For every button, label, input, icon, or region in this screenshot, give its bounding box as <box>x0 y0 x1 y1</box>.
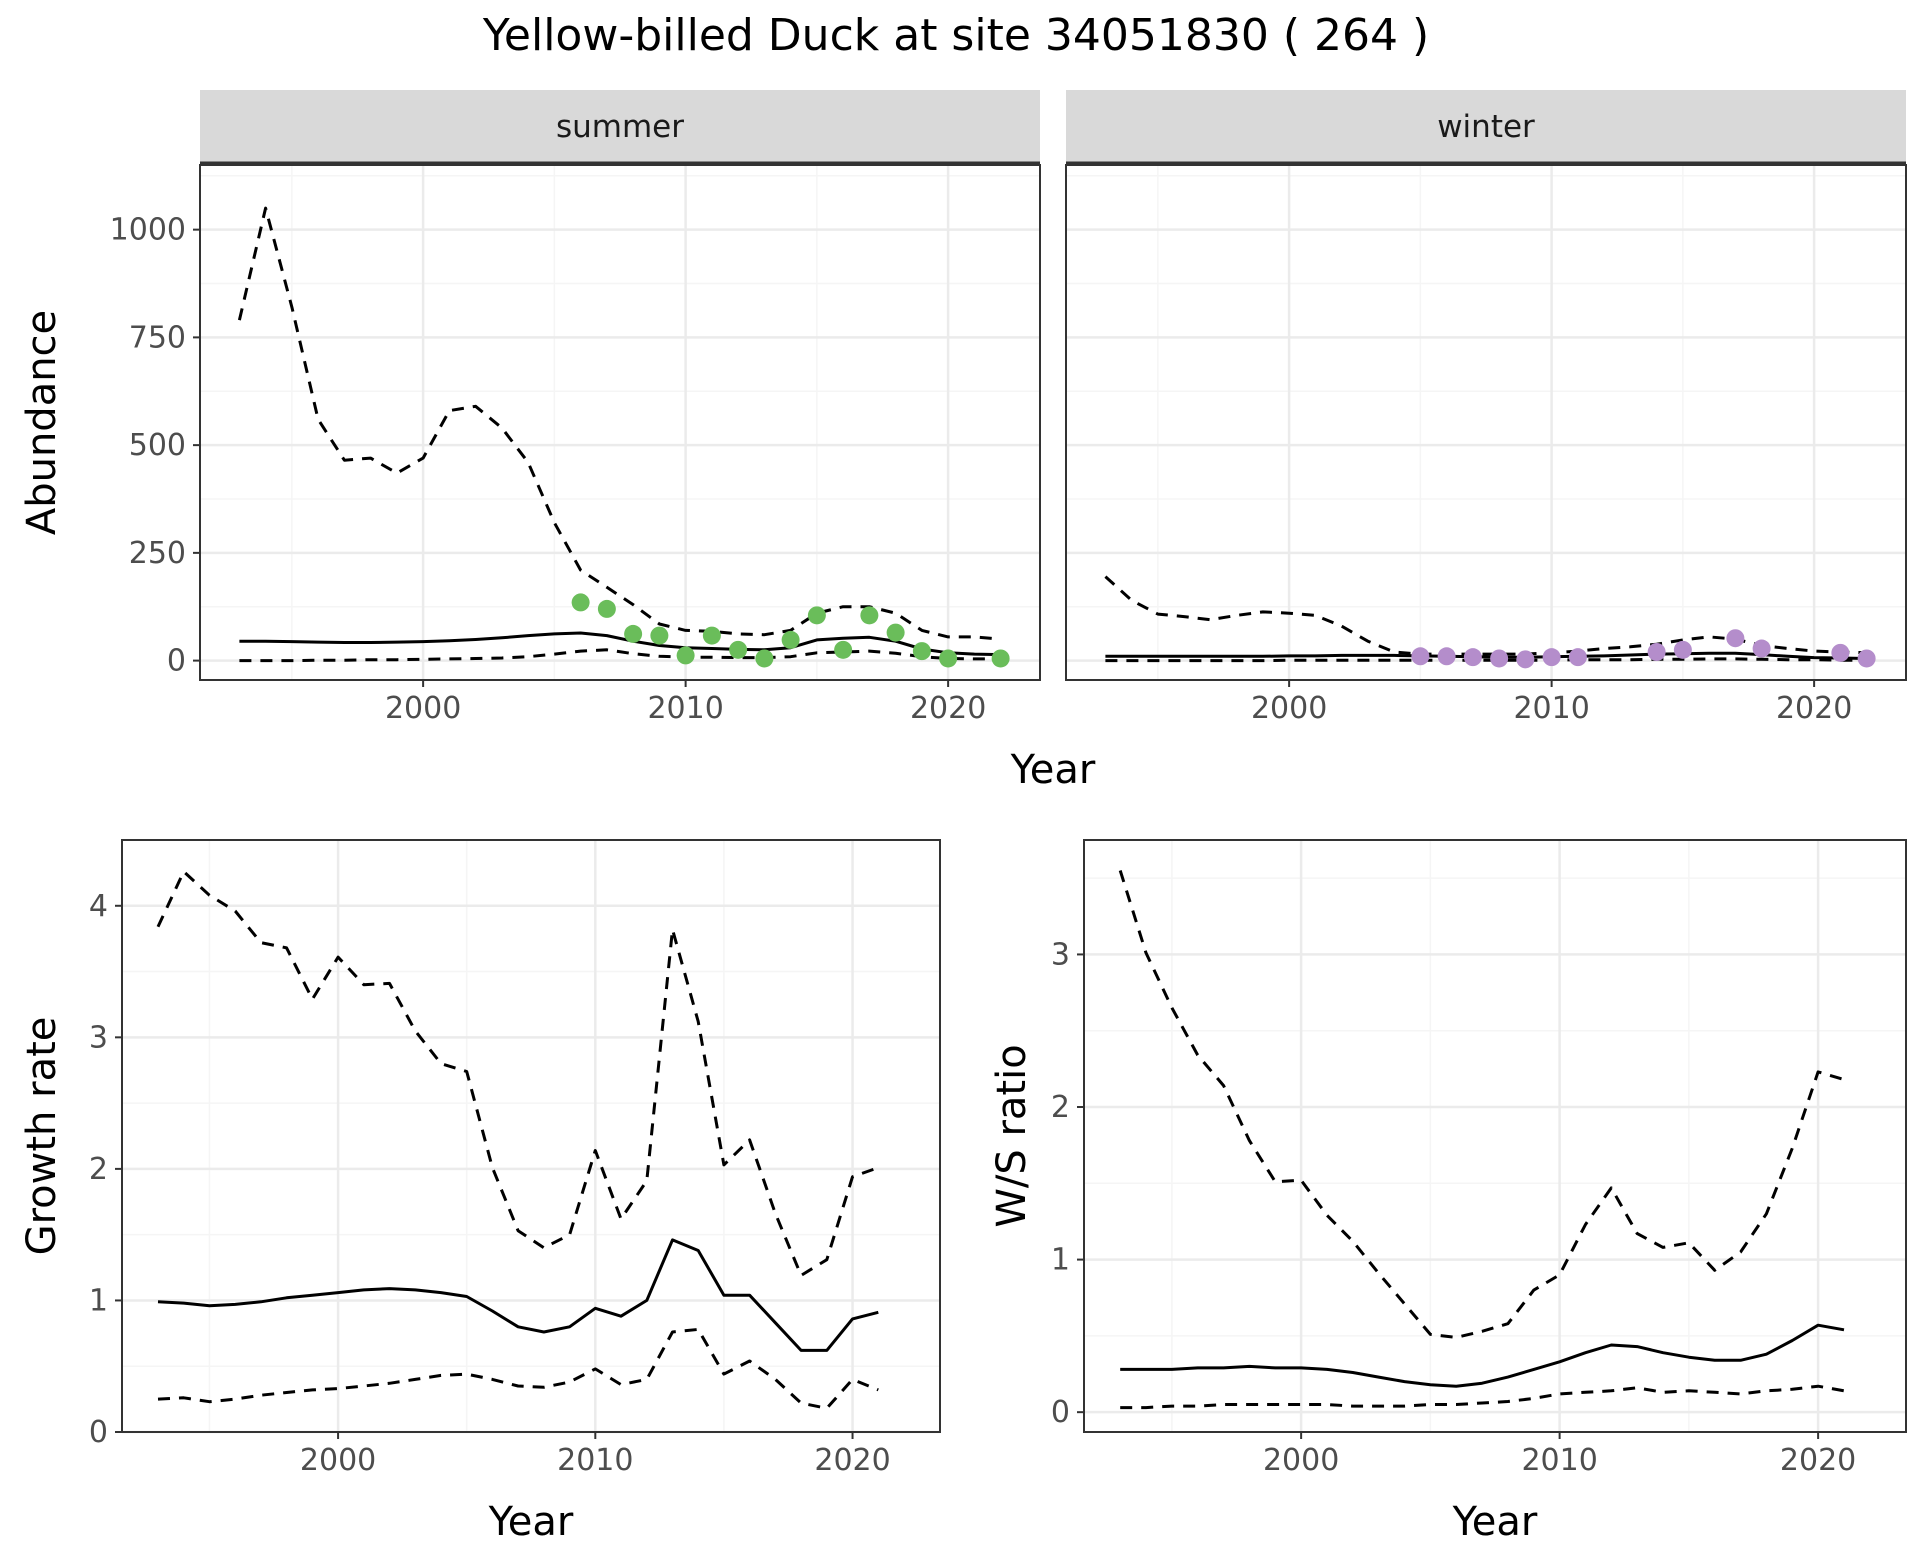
interval-line <box>1105 657 1867 663</box>
count-point <box>1726 629 1745 648</box>
count-point <box>597 599 616 618</box>
x-tick-label: 2000 <box>385 691 461 726</box>
y-tick-label: 1 <box>89 1283 108 1318</box>
x-tick-label: 2010 <box>1521 1443 1597 1478</box>
facet-strip-summer <box>200 90 1040 162</box>
x-tick-label: 2010 <box>1513 691 1589 726</box>
interval-line <box>1118 870 1845 1339</box>
estimate-line <box>1105 651 1867 660</box>
count-point <box>1490 649 1509 668</box>
panel-winter: 2000 2010 2020 <box>1065 164 1907 726</box>
count-point <box>1831 643 1850 662</box>
count-point <box>755 649 774 668</box>
x-tick-label: 2020 <box>910 691 986 726</box>
x-tick-label: 2020 <box>1776 691 1852 726</box>
count-point <box>807 606 826 625</box>
count-point <box>702 626 721 645</box>
count-point <box>1752 639 1771 658</box>
estimate-line <box>1120 1323 1845 1388</box>
x-tick-label: 2010 <box>647 691 723 726</box>
panel-growth: 2000 2010 2020 0 1 2 3 4 <box>89 839 941 1478</box>
count-point <box>1568 648 1587 667</box>
facet-strip-winter <box>1066 90 1906 162</box>
count-point <box>1542 648 1561 667</box>
growth-y-title: Growth rate <box>19 1017 65 1256</box>
y-tick-label: 4 <box>89 889 108 924</box>
count-point <box>1411 647 1430 666</box>
panel-ratio-border <box>1083 839 1907 1433</box>
count-point <box>834 640 853 659</box>
growth-x-title: Year <box>488 1499 574 1545</box>
panel-ratio: 2000 2010 2020 0 1 2 3 <box>1051 839 1907 1478</box>
panel-ratio-background <box>1084 840 1906 1432</box>
panel-winter-border <box>1065 164 1907 681</box>
count-point <box>991 649 1010 668</box>
x-tick-label: 2000 <box>1251 691 1327 726</box>
ratio-x-title: Year <box>1452 1499 1538 1545</box>
y-tick-label: 500 <box>129 428 186 463</box>
interval-line <box>237 206 1001 641</box>
count-point <box>1437 647 1456 666</box>
panel-growth-border <box>121 839 941 1433</box>
count-point <box>1516 650 1535 669</box>
ratio-y-title: W/S ratio <box>989 1044 1035 1227</box>
panel-summer-border <box>199 164 1041 681</box>
x-tick-label: 2000 <box>300 1443 376 1478</box>
estimate-line <box>157 1238 879 1352</box>
count-point <box>886 623 905 642</box>
count-point <box>1673 640 1692 659</box>
panel-winter-background <box>1066 165 1906 680</box>
x-tick-label: 2010 <box>557 1443 633 1478</box>
facet-label-summer: summer <box>556 109 684 145</box>
panel-summer: 2000 2010 2020 0 250 500 750 1000 <box>110 164 1041 726</box>
count-point <box>781 630 800 649</box>
count-point <box>729 640 748 659</box>
interval-line <box>239 648 1001 663</box>
y-tick-label: 0 <box>1051 1395 1070 1430</box>
count-point <box>571 593 590 612</box>
y-tick-label: 3 <box>89 1020 108 1055</box>
y-tick-label: 0 <box>167 644 186 679</box>
count-point <box>1647 642 1666 661</box>
facet-label-winter: winter <box>1437 109 1535 145</box>
interval-line <box>156 870 879 1277</box>
count-point <box>676 646 695 665</box>
abundance-y-title: Abundance <box>19 310 65 535</box>
y-tick-label: 2 <box>89 1152 108 1187</box>
y-tick-label: 3 <box>1051 937 1070 972</box>
count-point <box>624 624 643 643</box>
interval-line <box>1120 1384 1845 1410</box>
count-point <box>912 642 931 661</box>
count-point <box>1857 649 1876 668</box>
main-title: Yellow-billed Duck at site 34051830 ( 26… <box>482 10 1429 61</box>
count-point <box>1463 648 1482 667</box>
y-tick-label: 750 <box>129 320 186 355</box>
y-tick-label: 1000 <box>110 213 186 248</box>
x-tick-label: 2000 <box>1263 1443 1339 1478</box>
count-point <box>939 649 958 668</box>
y-tick-label: 0 <box>89 1415 108 1450</box>
count-point <box>650 626 669 645</box>
abundance-x-title: Year <box>1010 747 1096 793</box>
panel-summer-background <box>200 165 1040 680</box>
interval-line <box>157 1327 879 1410</box>
estimate-line <box>239 631 1001 657</box>
y-tick-label: 2 <box>1051 1090 1070 1125</box>
y-tick-label: 250 <box>129 536 186 571</box>
x-tick-label: 2020 <box>1780 1443 1856 1478</box>
count-point <box>860 606 879 625</box>
y-tick-label: 1 <box>1051 1243 1070 1278</box>
x-tick-label: 2020 <box>814 1443 890 1478</box>
panel-growth-background <box>122 840 940 1432</box>
